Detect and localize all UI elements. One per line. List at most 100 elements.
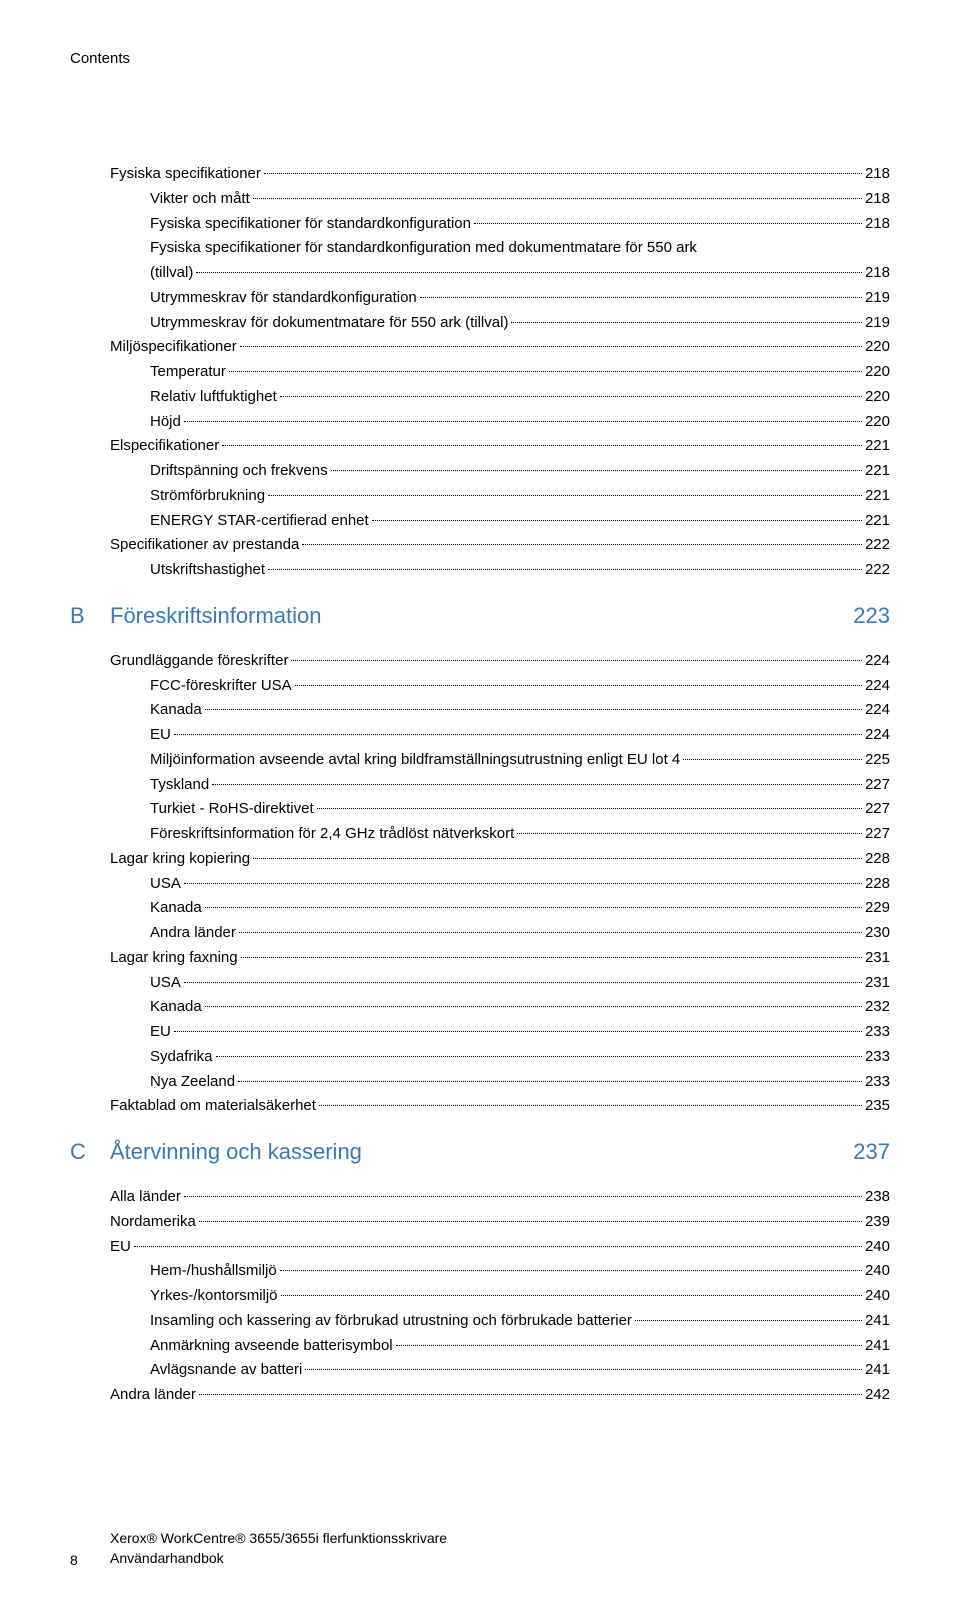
toc-entry[interactable]: (tillval)218 xyxy=(70,261,890,286)
toc-label: Strömförbrukning xyxy=(150,484,265,509)
toc-entry[interactable]: Miljöspecifikationer220 xyxy=(70,335,890,360)
toc-dots xyxy=(302,544,862,545)
toc-page: 241 xyxy=(865,1358,890,1383)
toc-dots xyxy=(199,1221,862,1222)
toc-entry[interactable]: Relativ luftfuktighet220 xyxy=(70,385,890,410)
toc-entry[interactable]: EU240 xyxy=(70,1235,890,1260)
toc-entry[interactable]: Strömförbrukning221 xyxy=(70,484,890,509)
toc-entry[interactable]: Föreskriftsinformation för 2,4 GHz trådl… xyxy=(70,822,890,847)
toc-label: (tillval) xyxy=(150,261,193,286)
toc-page: 241 xyxy=(865,1309,890,1334)
toc-entry[interactable]: Fysiska specifikationer för standardkonf… xyxy=(70,212,890,237)
toc-entry[interactable]: EU224 xyxy=(70,723,890,748)
toc-dots xyxy=(205,1006,862,1007)
toc-label: Kanada xyxy=(150,896,202,921)
toc-entry[interactable]: Utskriftshastighet222 xyxy=(70,558,890,583)
toc-entry[interactable]: Insamling och kassering av förbrukad utr… xyxy=(70,1309,890,1334)
toc-entry[interactable]: Grundläggande föreskrifter224 xyxy=(70,649,890,674)
toc-dots xyxy=(264,173,862,174)
toc-block-2: Grundläggande föreskrifter224FCC-föreskr… xyxy=(70,649,890,1119)
toc-dots xyxy=(635,1320,862,1321)
toc-dots xyxy=(134,1246,862,1247)
toc-page: 229 xyxy=(865,896,890,921)
toc-page: 219 xyxy=(865,311,890,336)
toc-entry[interactable]: Kanada224 xyxy=(70,698,890,723)
toc-entry[interactable]: Faktablad om materialsäkerhet235 xyxy=(70,1094,890,1119)
section-b-heading[interactable]: B Föreskriftsinformation 223 xyxy=(70,603,890,629)
page-header: Contents xyxy=(70,50,890,67)
toc-entry[interactable]: Utrymmeskrav för standardkonfiguration21… xyxy=(70,286,890,311)
toc-dots xyxy=(295,685,862,686)
toc-entry[interactable]: Nordamerika239 xyxy=(70,1210,890,1235)
toc-page: 224 xyxy=(865,698,890,723)
toc-dots xyxy=(174,734,862,735)
toc-entry[interactable]: Lagar kring kopiering228 xyxy=(70,847,890,872)
toc-entry[interactable]: Sydafrika233 xyxy=(70,1045,890,1070)
toc-entry[interactable]: EU233 xyxy=(70,1020,890,1045)
toc-dots xyxy=(281,1295,862,1296)
toc-page: 238 xyxy=(865,1185,890,1210)
toc-entry[interactable]: Miljöinformation avseende avtal kring bi… xyxy=(70,748,890,773)
toc-page: 231 xyxy=(865,971,890,996)
toc-entry[interactable]: Andra länder 242 xyxy=(70,1383,890,1408)
toc-entry[interactable]: Anmärkning avseende batterisymbol241 xyxy=(70,1334,890,1359)
toc-dots xyxy=(205,907,862,908)
toc-entry[interactable]: Fysiska specifikationer218 xyxy=(70,162,890,187)
toc-label: Anmärkning avseende batterisymbol xyxy=(150,1334,393,1359)
toc-entry[interactable]: USA231 xyxy=(70,971,890,996)
toc-entry[interactable]: Höjd220 xyxy=(70,410,890,435)
toc-entry[interactable]: USA228 xyxy=(70,872,890,897)
toc-label: Miljöspecifikationer xyxy=(110,335,237,360)
toc-dots xyxy=(238,1081,862,1082)
toc-entry[interactable]: Nya Zeeland233 xyxy=(70,1070,890,1095)
toc-dots xyxy=(240,346,862,347)
toc-entry[interactable]: Temperatur220 xyxy=(70,360,890,385)
toc-entry[interactable]: Avlägsnande av batteri 241 xyxy=(70,1358,890,1383)
toc-label: Avlägsnande av batteri xyxy=(150,1358,302,1383)
toc-entry[interactable]: Kanada 229 xyxy=(70,896,890,921)
toc-page: 221 xyxy=(865,459,890,484)
toc-entry[interactable]: ENERGY STAR-certifierad enhet221 xyxy=(70,509,890,534)
toc-label: Nya Zeeland xyxy=(150,1070,235,1095)
toc-dots xyxy=(184,883,862,884)
toc-block-3: Alla länder238Nordamerika239EU240Hem-/hu… xyxy=(70,1185,890,1408)
toc-label: EU xyxy=(150,723,171,748)
toc-entry[interactable]: Utrymmeskrav för dokumentmatare för 550 … xyxy=(70,311,890,336)
toc-label: Nordamerika xyxy=(110,1210,196,1235)
toc-label: USA xyxy=(150,872,181,897)
toc-entry[interactable]: Turkiet - RoHS-direktivet227 xyxy=(70,797,890,822)
section-letter: B xyxy=(70,603,110,629)
toc-page: 225 xyxy=(865,748,890,773)
toc-entry[interactable]: Kanada232 xyxy=(70,995,890,1020)
toc-label: Lagar kring faxning xyxy=(110,946,238,971)
toc-entry[interactable]: Specifikationer av prestanda222 xyxy=(70,533,890,558)
toc-entry[interactable]: Yrkes-/kontorsmiljö240 xyxy=(70,1284,890,1309)
footer-page-number: 8 xyxy=(70,1552,110,1568)
toc-dots xyxy=(196,272,862,273)
toc-entry[interactable]: Andra länder230 xyxy=(70,921,890,946)
toc-label: FCC-föreskrifter USA xyxy=(150,674,292,699)
toc-page: 227 xyxy=(865,797,890,822)
toc-label: Andra länder xyxy=(150,921,236,946)
toc-entry[interactable]: Fysiska specifikationer för standardkonf… xyxy=(70,236,890,261)
toc-page: 242 xyxy=(865,1383,890,1408)
toc-entry[interactable]: Alla länder238 xyxy=(70,1185,890,1210)
toc-page: 221 xyxy=(865,434,890,459)
toc-entry[interactable]: Hem-/hushållsmiljö240 xyxy=(70,1259,890,1284)
toc-label: Fysiska specifikationer för standardkonf… xyxy=(150,236,697,261)
section-c-heading[interactable]: C Återvinning och kassering 237 xyxy=(70,1139,890,1165)
toc-entry[interactable]: Elspecifikationer221 xyxy=(70,434,890,459)
toc-dots xyxy=(216,1056,862,1057)
toc-label: Andra länder xyxy=(110,1383,196,1408)
toc-dots xyxy=(331,470,862,471)
toc-entry[interactable]: Driftspänning och frekvens221 xyxy=(70,459,890,484)
toc-entry[interactable]: Vikter och mått218 xyxy=(70,187,890,212)
toc-page: 220 xyxy=(865,360,890,385)
toc-entry[interactable]: Tyskland227 xyxy=(70,773,890,798)
toc-dots xyxy=(199,1394,862,1395)
toc-entry[interactable]: FCC-föreskrifter USA224 xyxy=(70,674,890,699)
toc-entry[interactable]: Lagar kring faxning231 xyxy=(70,946,890,971)
toc-dots xyxy=(212,784,862,785)
footer-text: Xerox® WorkCentre® 3655/3655i flerfunkti… xyxy=(110,1528,447,1569)
toc-label: Lagar kring kopiering xyxy=(110,847,250,872)
